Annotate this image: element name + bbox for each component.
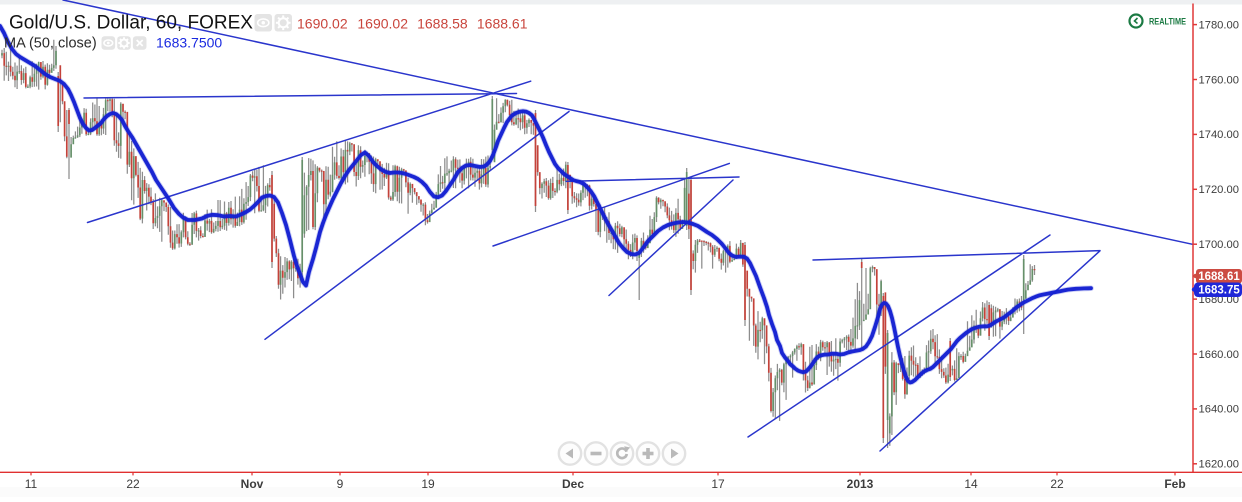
svg-text:Gold/U.S. Dollar, 60, FOREX: Gold/U.S. Dollar, 60, FOREX <box>9 12 253 33</box>
svg-text:1700.00: 1700.00 <box>1199 239 1239 251</box>
svg-text:Nov: Nov <box>241 477 264 491</box>
svg-text:1620.00: 1620.00 <box>1199 459 1239 471</box>
svg-text:1690.02: 1690.02 <box>357 16 408 32</box>
svg-text:REALTIME: REALTIME <box>1149 17 1186 27</box>
svg-text:1640.00: 1640.00 <box>1199 404 1239 416</box>
svg-text:1760.00: 1760.00 <box>1199 74 1239 86</box>
svg-text:22: 22 <box>126 477 140 491</box>
svg-text:1683.7500: 1683.7500 <box>156 35 222 51</box>
svg-text:1688.61: 1688.61 <box>477 16 528 32</box>
svg-text:1690.02: 1690.02 <box>297 16 348 32</box>
svg-text:1660.00: 1660.00 <box>1199 349 1239 361</box>
svg-text:22: 22 <box>1050 477 1064 491</box>
svg-text:9: 9 <box>337 477 344 491</box>
svg-text:1688.61: 1688.61 <box>1198 271 1240 283</box>
svg-text:1720.00: 1720.00 <box>1199 184 1239 196</box>
svg-text:1740.00: 1740.00 <box>1199 129 1239 141</box>
svg-text:17: 17 <box>711 477 725 491</box>
svg-text:19: 19 <box>421 477 435 491</box>
svg-text:MA (50, close): MA (50, close) <box>4 36 97 52</box>
svg-text:1780.00: 1780.00 <box>1199 19 1239 31</box>
svg-text:14: 14 <box>964 477 978 491</box>
svg-text:1683.75: 1683.75 <box>1198 285 1240 297</box>
svg-text:11: 11 <box>25 477 38 491</box>
svg-text:Dec: Dec <box>562 477 584 491</box>
svg-text:2013: 2013 <box>847 477 874 491</box>
svg-text:Feb: Feb <box>1164 477 1185 491</box>
svg-text:1688.58: 1688.58 <box>417 16 468 32</box>
